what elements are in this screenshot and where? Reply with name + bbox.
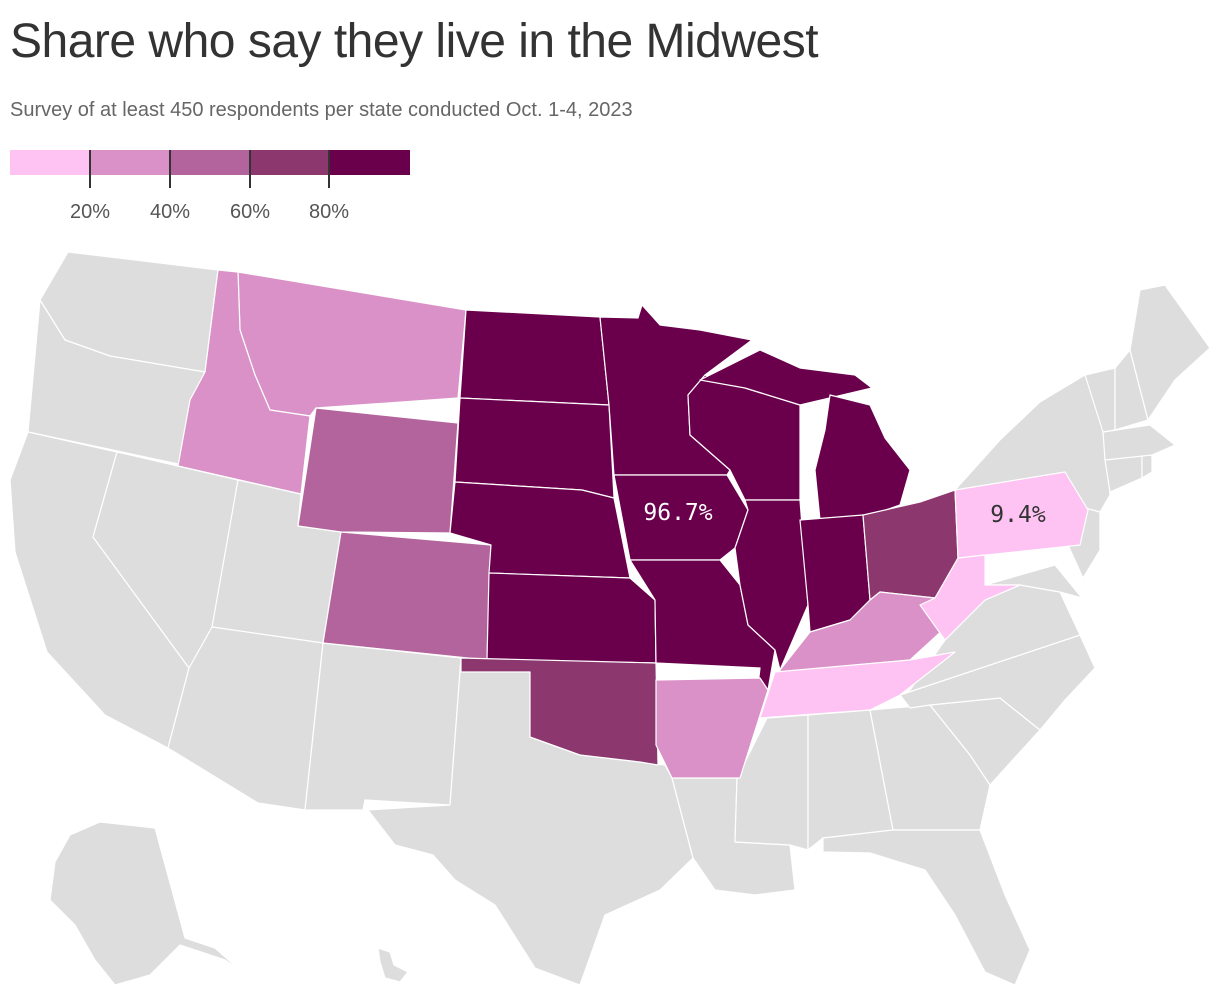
legend-swatch-2 [90,150,170,175]
state-michigan[interactable] [814,394,911,521]
state-north-carolina[interactable] [899,634,1096,731]
state-florida[interactable] [822,829,1031,986]
state-idaho[interactable] [177,269,311,495]
state-wyoming[interactable] [297,407,459,534]
chart-subtitle: Survey of at least 450 respondents per s… [10,99,633,121]
us-states-map: 96.7% 9.4% [9,251,1211,986]
state-alaska[interactable] [49,821,241,986]
legend-swatch-5 [330,150,410,175]
state-new-mexico[interactable] [304,642,462,811]
state-kansas[interactable] [486,572,657,664]
legend-tick-label: 80% [308,201,350,223]
state-montana[interactable] [237,271,467,417]
legend-tick-mark [89,150,91,188]
legend-swatch-4 [250,150,330,175]
chart-title: Share who say they live in the Midwest [10,15,819,68]
legend-swatch-3 [170,150,250,175]
pennsylvania-value-label: 9.4% [990,502,1046,528]
legend-tick-mark [169,150,171,188]
state-massachusetts[interactable] [1102,424,1176,461]
iowa-value-label: 96.7% [643,500,712,526]
legend-color-bar [10,150,410,175]
legend-tick-mark [249,150,251,188]
state-maine[interactable] [1129,284,1211,421]
state-tennessee[interactable] [759,651,956,719]
legend-tick-label: 40% [149,201,191,223]
state-hawaii[interactable] [377,947,409,983]
legend-tick-label: 20% [69,201,111,223]
state-colorado[interactable] [322,531,492,661]
color-legend: 20% 40% 60% 80% [10,150,410,230]
state-north-dakota[interactable] [459,309,610,406]
state-pennsylvania[interactable] [954,471,1089,559]
state-west-virginia[interactable] [919,554,1021,641]
legend-swatch-1 [10,150,90,175]
state-michigan-upper[interactable] [699,349,873,406]
legend-tick-mark [328,150,330,188]
legend-tick-label: 60% [229,201,271,223]
state-connecticut[interactable] [1104,454,1143,493]
state-rhode-island[interactable] [1141,454,1153,479]
state-arkansas[interactable] [655,677,769,779]
